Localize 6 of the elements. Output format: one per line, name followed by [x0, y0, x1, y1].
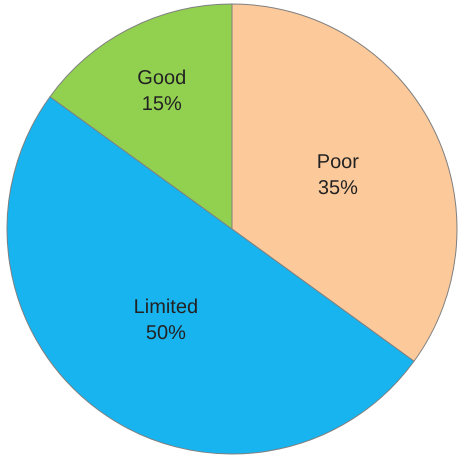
slice-label: Good: [137, 67, 186, 90]
slice-label: Poor: [316, 150, 360, 173]
slice-label: Limited: [134, 296, 198, 318]
data-label: 35%: [318, 176, 358, 199]
data-label: 50%: [146, 322, 186, 344]
data-label: 15%: [142, 93, 182, 116]
